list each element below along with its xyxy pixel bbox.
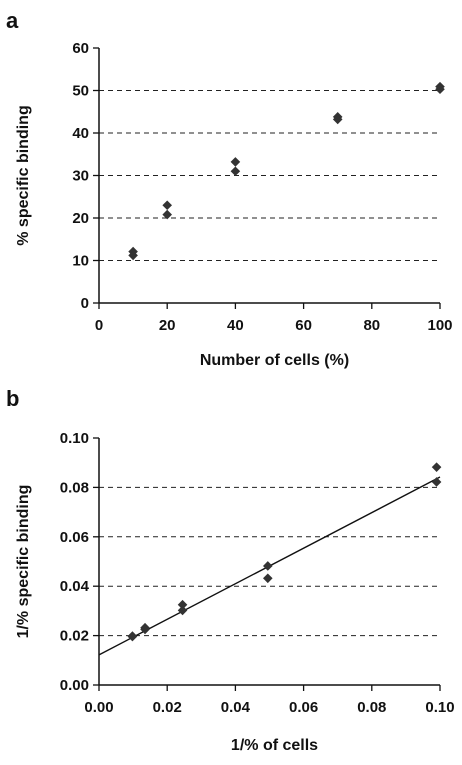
chart-panel-a: a 0 10 20 30 40 50 60 0 20 40 60 80 100 Number of cell…: [6, 8, 453, 369]
y-tick-label: 60: [72, 40, 89, 57]
y-tick-label: 50: [72, 83, 89, 100]
data-point: [262, 573, 273, 584]
x-tick-label: 0.08: [357, 699, 386, 716]
x-axis-title: Number of cells (%): [200, 352, 349, 369]
data-point: [162, 200, 172, 211]
y-tick-label: 0.08: [60, 479, 89, 496]
data-point: [140, 624, 150, 635]
y-tick-label: 0.00: [60, 677, 89, 694]
y-tick-label: 0.04: [60, 578, 90, 595]
data-point: [128, 250, 138, 261]
data-point: [332, 114, 343, 125]
x-tick-label: 0.02: [153, 699, 182, 716]
x-tick-label: 0.10: [425, 699, 454, 716]
data-point: [431, 477, 442, 487]
x-tick-label: 100: [427, 317, 452, 334]
y-tick-label: 0.06: [60, 529, 89, 546]
data-point: [230, 157, 241, 167]
y-tick-label: 20: [72, 210, 89, 227]
panel-letter: a: [6, 8, 19, 33]
data-point: [177, 599, 188, 610]
data-point: [262, 561, 273, 571]
data-point: [230, 166, 241, 177]
y-tick-label: 0: [81, 295, 89, 312]
data-point: [162, 209, 172, 220]
x-tick-label: 60: [295, 317, 312, 334]
chart-panel-b: b 0.00 0.02 0.04 0.06 0.08 0.10 0.00 0.02 0.04 0.0…: [6, 386, 455, 754]
y-tick-label: 40: [72, 125, 89, 142]
x-tick-label: 0.00: [84, 699, 113, 716]
x-tick-label: 80: [363, 317, 380, 334]
data-point: [435, 84, 445, 95]
x-tick-label: 40: [227, 317, 244, 334]
panel-letter: b: [6, 386, 19, 411]
data-point: [127, 631, 138, 642]
y-tick-label: 10: [72, 253, 89, 270]
data-point: [177, 605, 188, 616]
x-tick-label: 0.06: [289, 699, 318, 716]
y-tick-label: 30: [72, 168, 89, 185]
data-point: [431, 462, 442, 472]
y-axis-title: % specific binding: [15, 105, 32, 245]
x-tick-label: 0: [95, 317, 103, 334]
y-axis-title: 1/% specific binding: [15, 485, 32, 639]
y-tick-label: 0.10: [60, 430, 89, 447]
x-axis-title: 1/% of cells: [231, 737, 318, 754]
x-tick-label: 20: [159, 317, 176, 334]
y-tick-label: 0.02: [60, 628, 89, 645]
x-tick-label: 0.04: [221, 699, 251, 716]
